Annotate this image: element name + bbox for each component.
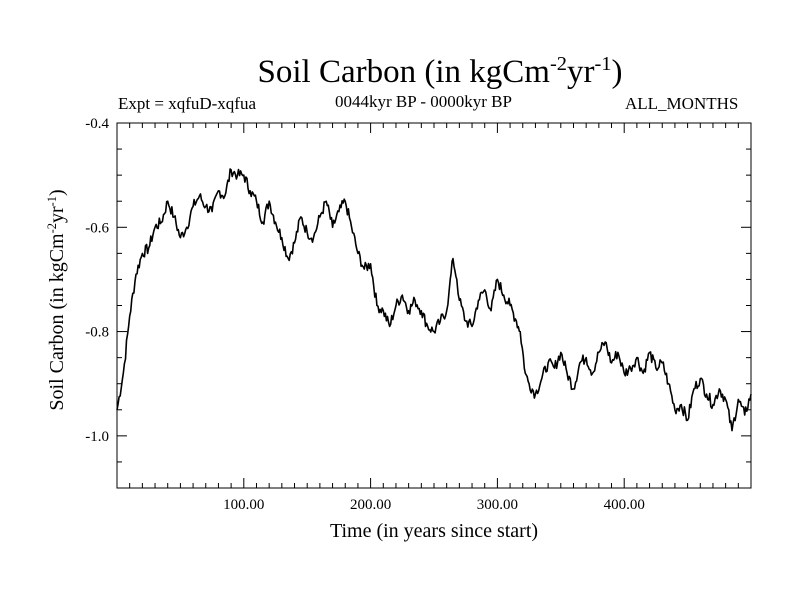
y-tick-label: -0.8 (85, 325, 109, 341)
y-tick-label: -0.4 (85, 116, 109, 132)
x-axis-label: Time (in years since start) (329, 520, 539, 542)
months-label: ALL_MONTHS (625, 94, 739, 113)
period-label: 0044kyr BP - 0000kyr BP (335, 92, 512, 111)
experiment-label: Expt = xqfuD-xqfua (118, 94, 257, 113)
y-tick-label: -1.0 (85, 429, 109, 445)
x-tick-label: 400.00 (604, 497, 645, 513)
y-tick-label: -0.6 (85, 220, 109, 236)
chart-title: Soil Carbon (in kgCm-2yr-1) (257, 52, 623, 90)
tick-group: 100.00 200.00 300.00 400.00 -0.4 -0.6 -0.8 -1.0 (85, 116, 751, 513)
x-tick-label: 100.00 (223, 497, 264, 513)
series-line-soil-carbon (116, 168, 752, 432)
x-tick-label: 300.00 (477, 497, 518, 513)
x-tick-label: 200.00 (350, 497, 391, 513)
plot-frame (116, 122, 752, 489)
